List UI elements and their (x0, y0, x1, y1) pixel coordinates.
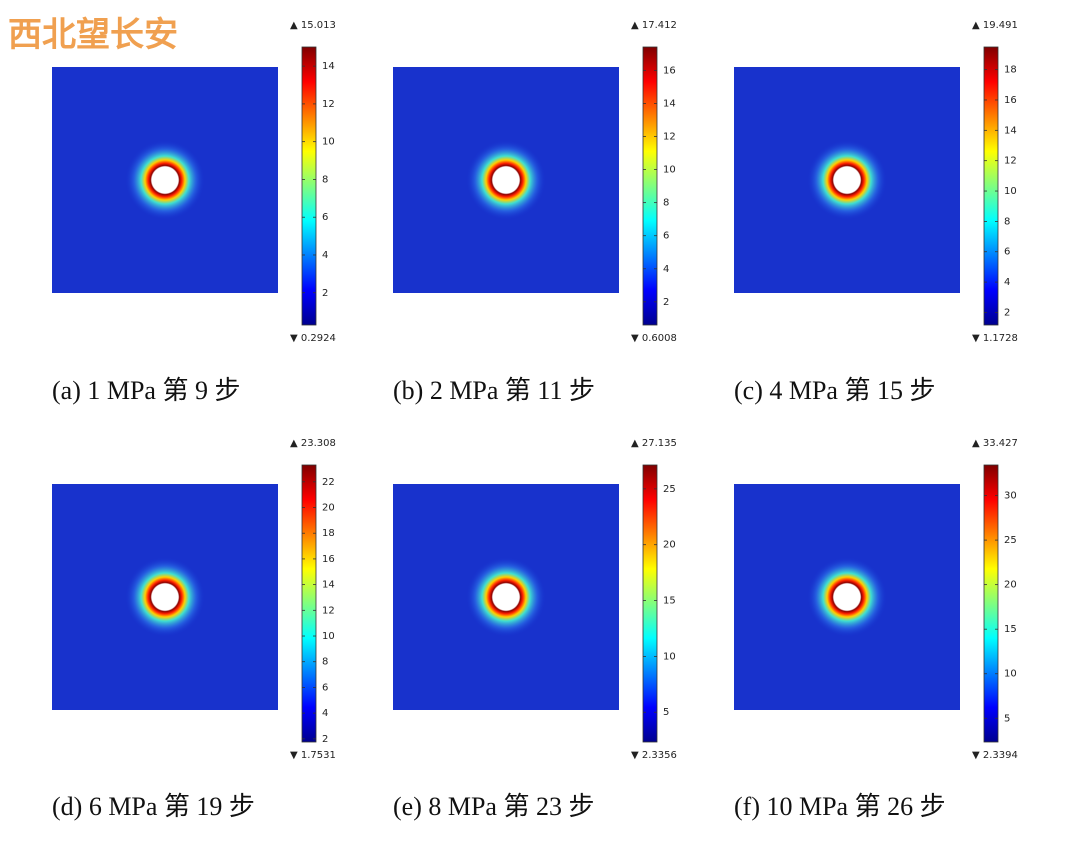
max-value: 15.013 (301, 20, 336, 31)
min-value: 2.3394 (983, 750, 1018, 761)
max-label: ▲ 17.412 (631, 20, 677, 31)
tick-label: 8 (322, 174, 328, 185)
hole (834, 167, 860, 193)
max-value: 19.491 (983, 20, 1018, 31)
colorbar (642, 46, 658, 326)
min-label: ▼ 0.2924 (290, 333, 336, 344)
tick-label: 2 (322, 288, 328, 299)
min-label: ▼ 2.3356 (631, 750, 677, 761)
watermark: 西北望长安 (8, 15, 178, 55)
tick-label: 4 (663, 264, 669, 275)
tick-label: 12 (322, 99, 335, 110)
tick-label: 12 (663, 131, 676, 142)
hole (493, 584, 519, 610)
tick-label: 5 (663, 707, 669, 718)
hole (152, 584, 178, 610)
max-value: 23.308 (301, 438, 336, 449)
caption: (d) 6 MPa 第 19 步 (52, 792, 255, 821)
min-value: 2.3356 (642, 750, 677, 761)
tick-label: 30 (1004, 491, 1017, 502)
max-label: ▲ 19.491 (972, 20, 1018, 31)
tick-label: 10 (1004, 669, 1017, 680)
min-label: ▼ 1.1728 (972, 333, 1018, 344)
caption: (c) 4 MPa 第 15 步 (734, 376, 935, 405)
tick-label: 16 (322, 554, 335, 565)
colorbar (983, 464, 999, 743)
tick-label: 16 (1004, 95, 1017, 106)
tick-label: 10 (1004, 186, 1017, 197)
tick-label: 8 (322, 657, 328, 668)
tick-label: 6 (322, 682, 328, 693)
max-value: 17.412 (642, 20, 677, 31)
min-value: 0.6008 (642, 333, 677, 344)
caption: (f) 10 MPa 第 26 步 (734, 792, 946, 821)
max-label: ▲ 33.427 (972, 438, 1018, 449)
hole (493, 167, 519, 193)
max-value: 27.135 (642, 438, 677, 449)
tick-label: 14 (663, 98, 676, 109)
tick-label: 16 (663, 65, 676, 76)
tick-label: 14 (322, 580, 335, 591)
tick-label: 10 (663, 651, 676, 662)
max-value: 33.427 (983, 438, 1018, 449)
tick-label: 8 (1004, 216, 1010, 227)
min-label: ▼ 0.6008 (631, 333, 677, 344)
tick-label: 10 (322, 137, 335, 148)
hole (152, 167, 178, 193)
tick-label: 4 (1004, 277, 1010, 288)
tick-label: 25 (1004, 535, 1017, 546)
hole (834, 584, 860, 610)
caption: (e) 8 MPa 第 23 步 (393, 792, 594, 821)
min-value: 1.1728 (983, 333, 1018, 344)
tick-label: 20 (322, 503, 335, 514)
tick-label: 15 (1004, 624, 1017, 635)
max-label: ▲ 27.135 (631, 438, 677, 449)
tick-label: 2 (1004, 307, 1010, 318)
tick-label: 2 (322, 734, 328, 745)
min-label: ▼ 1.7531 (290, 750, 336, 761)
tick-label: 6 (663, 231, 669, 242)
max-label: ▲ 15.013 (290, 20, 336, 31)
tick-label: 14 (1004, 125, 1017, 136)
tick-label: 10 (322, 631, 335, 642)
caption: (a) 1 MPa 第 9 步 (52, 376, 240, 405)
colorbar (301, 464, 317, 743)
colorbar (301, 46, 317, 326)
tick-label: 22 (322, 477, 335, 488)
tick-label: 4 (322, 250, 328, 261)
min-value: 0.2924 (301, 333, 336, 344)
tick-label: 25 (663, 484, 676, 495)
tick-label: 18 (322, 528, 335, 539)
colorbar (983, 46, 999, 326)
tick-label: 6 (322, 212, 328, 223)
tick-label: 5 (1004, 713, 1010, 724)
tick-label: 15 (663, 596, 676, 607)
tick-label: 6 (1004, 247, 1010, 258)
tick-label: 14 (322, 61, 335, 72)
tick-label: 8 (663, 198, 669, 209)
caption: (b) 2 MPa 第 11 步 (393, 376, 595, 405)
tick-label: 12 (322, 605, 335, 616)
max-label: ▲ 23.308 (290, 438, 336, 449)
tick-label: 10 (663, 165, 676, 176)
min-label: ▼ 2.3394 (972, 750, 1018, 761)
tick-label: 12 (1004, 156, 1017, 167)
tick-label: 20 (1004, 580, 1017, 591)
tick-label: 18 (1004, 65, 1017, 76)
tick-label: 4 (322, 708, 328, 719)
min-value: 1.7531 (301, 750, 336, 761)
tick-label: 2 (663, 297, 669, 308)
colorbar (642, 464, 658, 743)
tick-label: 20 (663, 540, 676, 551)
